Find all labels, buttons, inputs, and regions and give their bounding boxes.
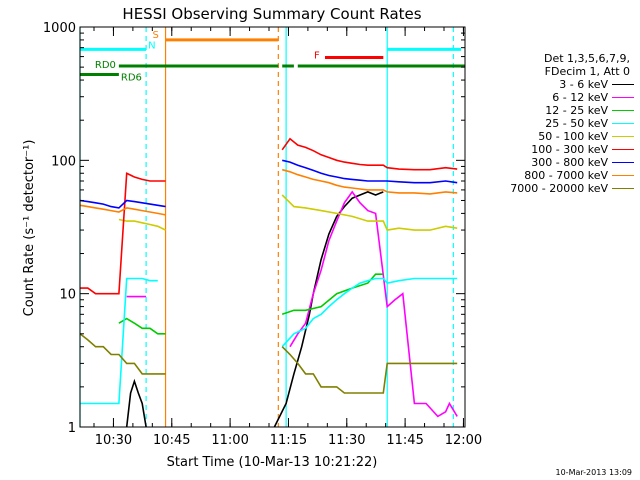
series-line-6-segment-1 bbox=[282, 159, 458, 184]
legend-label-0: 3 - 6 keV bbox=[559, 78, 608, 91]
legend-label-1: 6 - 12 keV bbox=[552, 91, 608, 104]
legend-swatch-1 bbox=[612, 97, 634, 98]
legend-entry-4: 50 - 100 keV bbox=[478, 130, 636, 143]
series-line-4-segment-1 bbox=[281, 194, 458, 231]
series-line-5-segment-0 bbox=[80, 172, 166, 295]
x-tick-label-3: 11:15 bbox=[270, 433, 307, 448]
state-bar-label-7: RD6 bbox=[121, 73, 142, 84]
series-line-1-segment-1 bbox=[289, 190, 458, 418]
legend-entry-7: 800 - 7000 keV bbox=[478, 169, 636, 182]
legend-label-5: 100 - 300 keV bbox=[531, 143, 608, 156]
legend-label-6: 300 - 800 keV bbox=[531, 156, 608, 169]
series-line-7-segment-0 bbox=[79, 204, 166, 216]
x-tick-label-0: 10:30 bbox=[95, 433, 132, 448]
series-line-0-segment-1 bbox=[125, 378, 147, 428]
series-line-5-segment-1 bbox=[281, 137, 458, 171]
plot-frame bbox=[79, 26, 466, 428]
chart-title: HESSI Observing Summary Count Rates bbox=[122, 5, 421, 23]
legend-entry-3: 25 - 50 keV bbox=[478, 117, 636, 130]
x-tick-label-2: 11:00 bbox=[211, 433, 248, 448]
series-line-0-segment-2 bbox=[273, 191, 384, 428]
series-line-2-segment-1 bbox=[281, 273, 384, 316]
chart-legend: Det 1,3,5,6,7,9, FDecim 1, Att 0 3 - 6 k… bbox=[478, 52, 636, 195]
axis-ticks: 1 10 100 1000 10:30 10:45 11:00 11:15 11:30 11:45… bbox=[43, 21, 482, 448]
legend-entry-0: 3 - 6 keV bbox=[478, 78, 636, 91]
legend-swatch-3 bbox=[612, 123, 634, 124]
x-tick-label-1: 10:45 bbox=[153, 433, 190, 448]
state-bar-label-4: RD0 bbox=[95, 60, 116, 71]
footer-timestamp: 10-Mar-2013 13:09 bbox=[555, 468, 633, 477]
legend-swatch-8 bbox=[612, 188, 634, 189]
y-axis-label: Count Rate (s⁻¹ detector⁻¹) bbox=[22, 140, 37, 317]
state-bar-label-3: F bbox=[314, 51, 320, 62]
legend-entry-6: 300 - 800 keV bbox=[478, 156, 636, 169]
series-line-2-segment-0 bbox=[118, 317, 166, 335]
y-tick-label-1: 10 bbox=[59, 288, 76, 303]
legend-label-4: 50 - 100 keV bbox=[538, 130, 608, 143]
y-tick-label-2: 100 bbox=[51, 154, 76, 169]
series-line-3-segment-0 bbox=[80, 277, 158, 405]
legend-swatch-5 bbox=[612, 149, 634, 150]
legend-entry-8: 7000 - 20000 keV bbox=[478, 182, 636, 195]
series-line-3-segment-1 bbox=[281, 277, 458, 348]
y-tick-label-0: 1 bbox=[68, 421, 76, 436]
y-tick-label-3: 1000 bbox=[43, 21, 76, 36]
legend-swatch-2 bbox=[612, 110, 634, 111]
x-tick-label-4: 11:30 bbox=[328, 433, 365, 448]
legend-entry-1: 6 - 12 keV bbox=[478, 91, 636, 104]
legend-header-line-2: FDecim 1, Att 0 bbox=[544, 65, 630, 78]
legend-header-line-1: Det 1,3,5,6,7,9, bbox=[543, 52, 630, 65]
series-line-7-segment-1 bbox=[281, 168, 458, 195]
x-tick-label-6: 12:00 bbox=[445, 433, 482, 448]
legend-swatch-7 bbox=[612, 175, 634, 176]
legend-swatch-4 bbox=[612, 136, 634, 137]
legend-entry-2: 12 - 25 keV bbox=[478, 104, 636, 117]
legend-label-7: 800 - 7000 keV bbox=[524, 169, 608, 182]
series-line-8-segment-1 bbox=[281, 346, 458, 394]
series-line-4-segment-0 bbox=[118, 218, 166, 231]
x-axis-label: Start Time (10-Mar-13 10:21:22) bbox=[167, 455, 378, 470]
series-line-8-segment-0 bbox=[79, 333, 166, 375]
legend-swatch-0 bbox=[612, 84, 634, 85]
state-bar-label-0: S bbox=[153, 30, 159, 41]
state-bar-label-1: N bbox=[148, 40, 155, 51]
legend-label-2: 12 - 25 keV bbox=[545, 104, 608, 117]
series-line-6-segment-0 bbox=[79, 199, 166, 209]
legend-label-3: 25 - 50 keV bbox=[545, 117, 608, 130]
plot-marks: SN F RD0 RD6 bbox=[79, 27, 465, 428]
legend-entry-5: 100 - 300 keV bbox=[478, 143, 636, 156]
legend-label-8: 7000 - 20000 keV bbox=[510, 182, 608, 195]
legend-swatch-6 bbox=[612, 162, 634, 163]
x-tick-label-5: 11:45 bbox=[386, 433, 423, 448]
